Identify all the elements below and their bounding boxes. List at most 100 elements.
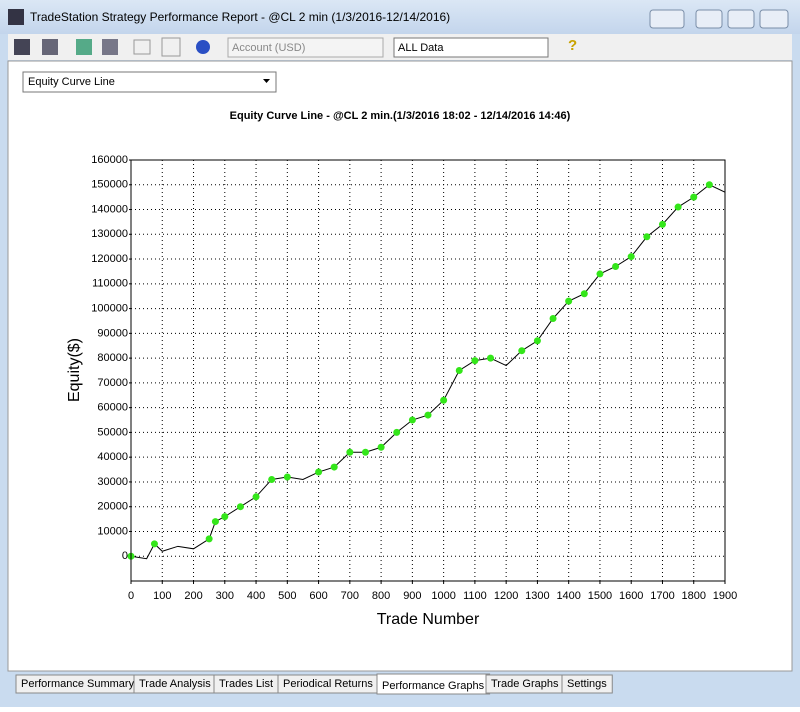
- y-tick-label: 80000: [97, 352, 128, 364]
- properties-button[interactable]: [102, 39, 118, 55]
- view-select[interactable]: [22, 71, 277, 93]
- plot: 0100002000030000400005000060000700008000…: [91, 154, 737, 602]
- new-high-marker: [455, 367, 463, 374]
- app-icon: [8, 9, 24, 25]
- x-tick-label: 200: [184, 590, 202, 602]
- minimize-button[interactable]: [695, 9, 723, 29]
- font-larger-button[interactable]: [161, 37, 181, 57]
- tab-box: [561, 674, 613, 694]
- new-high-marker: [612, 262, 620, 270]
- new-high-marker: [346, 448, 354, 456]
- new-high-marker: [252, 493, 260, 501]
- new-high-marker: [674, 203, 682, 211]
- x-tick-label: 1800: [681, 590, 705, 602]
- help-button[interactable]: ?: [568, 37, 577, 54]
- account-select[interactable]: [227, 37, 384, 58]
- new-high-marker: [487, 354, 495, 362]
- plot-frame: [130, 159, 726, 582]
- y-tick-label: 140000: [91, 203, 128, 215]
- x-tick-label: 1300: [525, 590, 549, 602]
- new-high-marker: [221, 513, 229, 521]
- tab[interactable]: Trade Graphs: [491, 678, 559, 690]
- y-tick-label: 20000: [97, 501, 128, 513]
- x-tick-label: 0: [128, 590, 134, 602]
- new-high-marker: [565, 297, 573, 305]
- y-tick-label: 50000: [97, 426, 128, 438]
- new-high-marker: [705, 181, 713, 189]
- x-tick-label: 700: [341, 590, 359, 602]
- y-tick-label: 90000: [97, 327, 128, 339]
- tab[interactable]: Trade Analysis: [139, 678, 211, 690]
- x-tick-label: 1000: [431, 590, 455, 602]
- window-title: TradeStation Strategy Performance Report…: [30, 10, 450, 24]
- chart-title: Equity Curve Line - @CL 2 min.(1/3/2016 …: [230, 110, 571, 122]
- x-tick-label: 1200: [494, 590, 518, 602]
- new-high-marker: [205, 535, 213, 543]
- dropdown-arrow: [263, 79, 270, 83]
- x-tick-label: 600: [309, 590, 327, 602]
- y-axis-label: Equity($): [66, 338, 83, 402]
- restore-button[interactable]: [649, 9, 685, 29]
- font-smaller-button[interactable]: [133, 39, 151, 55]
- x-tick-label: 900: [403, 590, 421, 602]
- new-high-marker: [393, 428, 401, 436]
- new-high-marker: [471, 357, 479, 365]
- y-tick-label: 60000: [97, 402, 128, 414]
- new-high-marker: [211, 518, 219, 526]
- maximize-button[interactable]: [727, 9, 755, 29]
- close-button[interactable]: [759, 9, 789, 29]
- new-high-marker: [408, 416, 416, 424]
- new-high-marker: [440, 396, 448, 404]
- x-tick-label: 500: [278, 590, 296, 602]
- y-tick-label: 100000: [91, 302, 128, 314]
- x-tick-label: 300: [216, 590, 234, 602]
- tab[interactable]: Performance Summary: [21, 678, 135, 690]
- new-high-marker: [690, 193, 698, 201]
- account-select-text: Account (USD): [232, 42, 305, 54]
- new-high-marker: [377, 443, 385, 451]
- new-high-marker: [533, 337, 541, 345]
- y-tick-label: 30000: [97, 476, 128, 488]
- x-tick-label: 800: [372, 590, 390, 602]
- tab[interactable]: Periodical Returns: [283, 678, 373, 690]
- new-high-marker: [236, 503, 244, 511]
- x-tick-label: 100: [153, 590, 171, 602]
- x-axis-label: Trade Number: [377, 611, 480, 628]
- view-select-text: Equity Curve Line: [28, 76, 115, 88]
- data-range-select[interactable]: [393, 37, 549, 58]
- target-button[interactable]: [196, 40, 210, 54]
- y-tick-label: 40000: [97, 451, 128, 463]
- new-high-marker: [150, 540, 158, 548]
- y-tick-label: 120000: [91, 253, 128, 265]
- y-tick-label: 160000: [91, 154, 128, 166]
- tab[interactable]: Trades List: [219, 678, 273, 690]
- new-high-marker: [643, 233, 651, 241]
- new-high-marker: [268, 475, 276, 483]
- new-high-marker: [580, 290, 588, 298]
- tab-bar: Performance Summary Trade Analysis Trade…: [15, 673, 613, 695]
- new-high-marker: [283, 473, 291, 481]
- y-tick-label: 110000: [92, 278, 128, 290]
- y-tick-label: 150000: [91, 179, 128, 191]
- x-tick-label: 1500: [588, 590, 612, 602]
- new-high-marker: [424, 411, 432, 419]
- x-tick-label: 1400: [556, 590, 580, 602]
- x-tick-label: 400: [247, 590, 265, 602]
- x-tick-label: 1900: [713, 590, 737, 602]
- new-high-marker: [361, 448, 369, 456]
- new-high-marker: [518, 347, 526, 355]
- y-tick-label: 70000: [97, 377, 128, 389]
- y-tick-label: 0: [122, 550, 128, 562]
- print-button[interactable]: [42, 39, 58, 55]
- new-high-marker: [596, 270, 604, 278]
- x-tick-label: 1600: [619, 590, 643, 602]
- tab-active[interactable]: Performance Graphs: [382, 680, 485, 692]
- new-high-marker: [658, 220, 666, 228]
- new-high-marker: [315, 468, 323, 476]
- refresh-button[interactable]: [76, 39, 92, 55]
- save-button[interactable]: [14, 39, 30, 55]
- tab[interactable]: Settings: [567, 678, 607, 690]
- x-tick-label: 1100: [463, 590, 487, 602]
